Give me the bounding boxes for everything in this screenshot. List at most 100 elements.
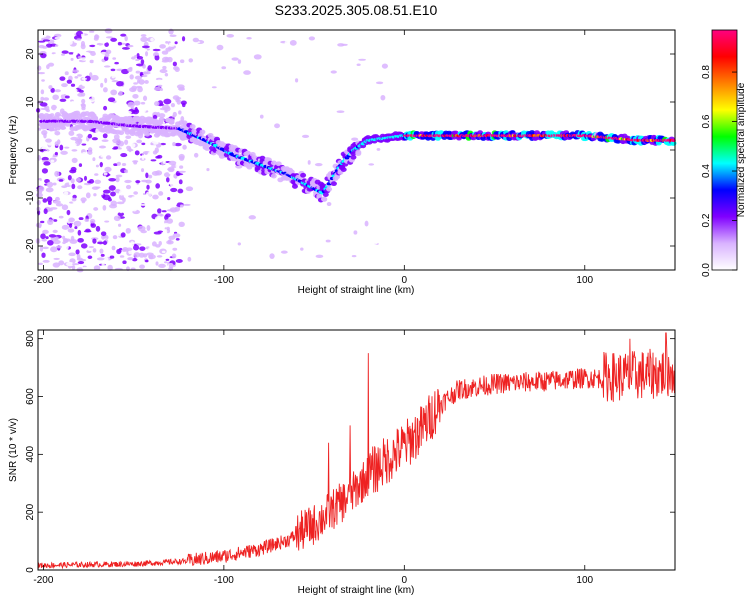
spectrogram-noise-mark: [127, 44, 134, 48]
spectrogram-noise-mark: [75, 81, 82, 85]
spectrogram-noise-mark: [92, 157, 96, 162]
spectrogram-noise-mark: [70, 235, 75, 242]
spectrogram-noise-mark: [192, 37, 199, 43]
spectrogram-noise-mark: [129, 66, 133, 70]
spectrogram-noise-mark: [71, 263, 80, 266]
spectrogram-noise-mark: [40, 89, 45, 95]
spectrogram-noise-mark: [105, 36, 114, 39]
spectrogram-noise-mark: [258, 50, 262, 54]
spectrogram-noise-mark: [36, 200, 41, 206]
spectrogram-noise-mark: [110, 200, 118, 206]
spectrogram-noise-mark: [72, 52, 78, 56]
spectrogram-noise-mark: [110, 191, 116, 197]
spectrogram-noise-mark: [161, 250, 166, 254]
spectrogram-noise-mark: [349, 110, 354, 117]
spectrogram-noise-mark: [67, 39, 73, 45]
spectrogram-noise-mark: [246, 37, 252, 40]
spectrogram-noise-mark: [224, 192, 232, 197]
y-tick-label: -20: [25, 238, 36, 253]
spectrogram-noise-mark: [129, 50, 134, 55]
spectrogram-noise-mark: [78, 163, 83, 168]
spectrogram-noise-mark: [77, 185, 83, 190]
spectrogram-noise-mark: [109, 255, 115, 259]
spectrogram-noise-mark: [124, 35, 128, 42]
spectrogram-noise-mark: [161, 84, 168, 89]
spectrogram-noise-mark: [259, 114, 264, 119]
spectrogram-noise-mark: [154, 54, 160, 61]
spectrogram-noise-mark: [46, 109, 50, 113]
spectrogram-noise-mark: [174, 66, 180, 73]
spectrogram-noise-mark: [226, 33, 235, 38]
spectrogram-noise-mark: [102, 240, 108, 246]
spectrogram-noise-mark: [121, 68, 130, 75]
spectrogram-noise-mark: [60, 192, 65, 199]
spectrogram-noise-mark: [145, 179, 152, 184]
spectrogram-noise-mark: [74, 226, 78, 230]
spectrogram-ridge-mark: [168, 118, 175, 124]
spectrogram-noise-mark: [39, 102, 48, 107]
spectrogram-noise-mark: [90, 74, 99, 81]
spectrogram-noise-mark: [173, 201, 178, 206]
spectrogram-noise-mark: [167, 164, 172, 167]
spectrogram-noise-mark: [226, 225, 231, 229]
spectrogram-noise-mark: [307, 101, 316, 107]
spectrogram-noise-mark: [114, 61, 119, 65]
spectrogram-noise-mark: [133, 191, 139, 195]
spectrogram-noise-mark: [141, 45, 150, 49]
spectrogram-noise-mark: [95, 186, 101, 189]
spectrogram-noise-mark: [52, 229, 58, 233]
spectrogram-noise-mark: [200, 92, 205, 97]
spectrogram-noise-mark: [231, 190, 236, 195]
spectrogram-noise-mark: [75, 213, 81, 216]
spectrogram-noise-mark: [336, 110, 345, 114]
spectrogram-ridge-mark: [64, 121, 71, 127]
spectrogram-noise-mark: [81, 151, 87, 158]
spectrogram-noise-mark: [131, 85, 138, 91]
spectrogram-noise-mark: [47, 62, 55, 67]
spectrogram-noise-mark: [261, 183, 270, 186]
spectrogram-noise-mark: [36, 192, 43, 198]
spectrogram-noise-mark: [155, 77, 163, 81]
spectrogram-noise-mark: [139, 246, 146, 251]
spectrogram-noise-mark: [154, 215, 163, 222]
spectrogram-noise-mark: [95, 164, 99, 168]
spectrogram-noise-mark: [47, 240, 54, 246]
spectrogram-noise-mark: [138, 79, 145, 85]
spectrogram-noise-mark: [146, 225, 151, 231]
spectrogram-noise-mark: [157, 234, 162, 241]
spectrogram-noise-mark: [159, 88, 164, 91]
spectrogram-noise-mark: [104, 42, 109, 47]
spectrogram-noise-mark: [160, 142, 167, 146]
spectrogram-noise-mark: [337, 68, 343, 75]
spectrogram-noise-mark: [103, 172, 108, 176]
spectrogram-noise-mark: [43, 132, 47, 139]
x-tick-label: -100: [214, 275, 234, 286]
spectrogram-noise-mark: [165, 106, 171, 112]
figure-title: S233.2025.305.08.51.E10: [275, 2, 438, 18]
spectrogram-noise-mark: [101, 175, 107, 179]
spectrogram-noise-mark: [164, 229, 168, 234]
colorbar-ticks: 0.0 0.2 0.4 0.6 0.8: [701, 65, 737, 277]
spectrogram-noise-mark: [231, 57, 239, 61]
spectrogram-noise-mark: [157, 208, 162, 214]
spectrogram-ridge-mark: [300, 172, 307, 178]
spectrogram-noise-mark: [124, 169, 129, 174]
spectrogram-noise-mark: [170, 187, 178, 193]
spectrogram-noise-mark: [139, 264, 145, 269]
spectrogram-noise-mark: [116, 80, 124, 87]
spectrogram-noise-mark: [68, 75, 73, 81]
spectrogram-noise-mark: [110, 68, 116, 72]
spectrogram-noise-mark: [157, 84, 163, 87]
spectrogram-noise-mark: [111, 75, 115, 79]
spectrogram-noise-mark: [170, 37, 175, 42]
spectrogram-noise-mark: [239, 80, 246, 86]
spectrogram-ridge-mark: [322, 192, 329, 197]
spectrogram-noise-mark: [96, 257, 105, 261]
spectrogram-noise-mark: [356, 63, 361, 66]
spectrogram-noise-mark: [66, 209, 71, 216]
spectrogram-noise-mark: [113, 163, 118, 167]
spectrogram-noise-mark: [111, 245, 116, 251]
spectrogram-noise-mark: [125, 184, 132, 190]
spectrogram-noise-mark: [351, 254, 357, 258]
